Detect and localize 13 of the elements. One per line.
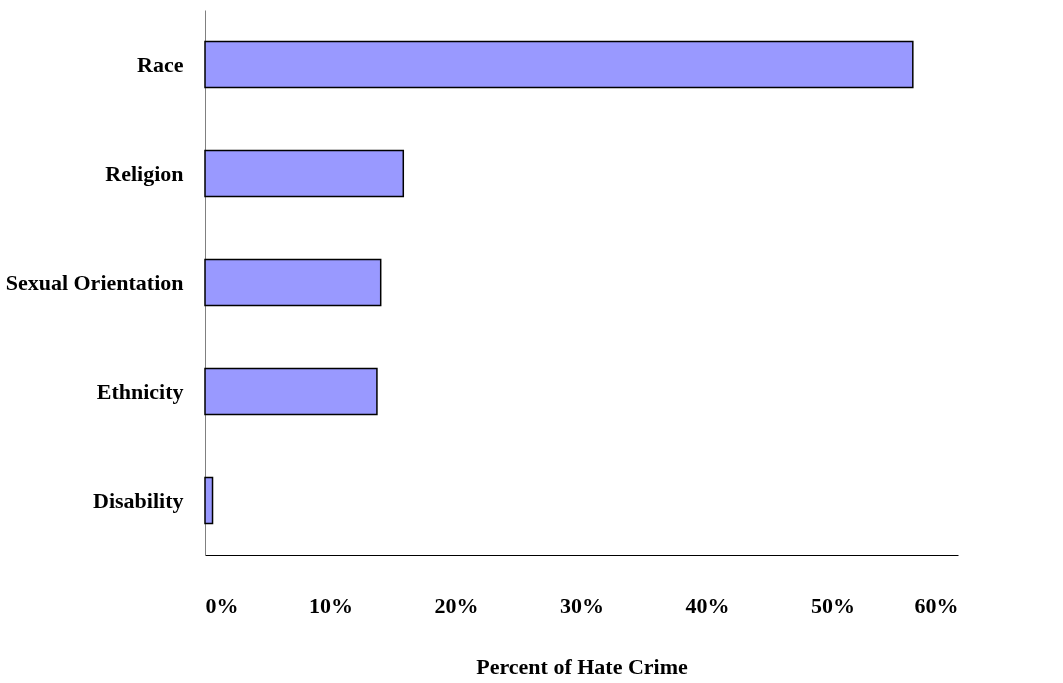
x-tick-label: 30% [560,592,604,618]
y-tick-label: Race [137,51,184,77]
x-tick-label: 40% [685,592,730,618]
y-tick-label: Ethnicity [96,378,184,404]
x-tick-label: 0% [205,592,239,618]
y-tick-label: Disability [93,487,184,513]
x-axis-title: Percent of Hate Crime [476,653,689,679]
x-tick-label: 50% [811,592,855,618]
x-tick-label: 10% [309,592,353,618]
y-tick-label: Religion [105,160,184,186]
x-tick-label: 20% [434,592,479,618]
y-tick-label: Sexual Orientation [5,269,184,295]
x-tick-label: 60% [914,592,959,618]
